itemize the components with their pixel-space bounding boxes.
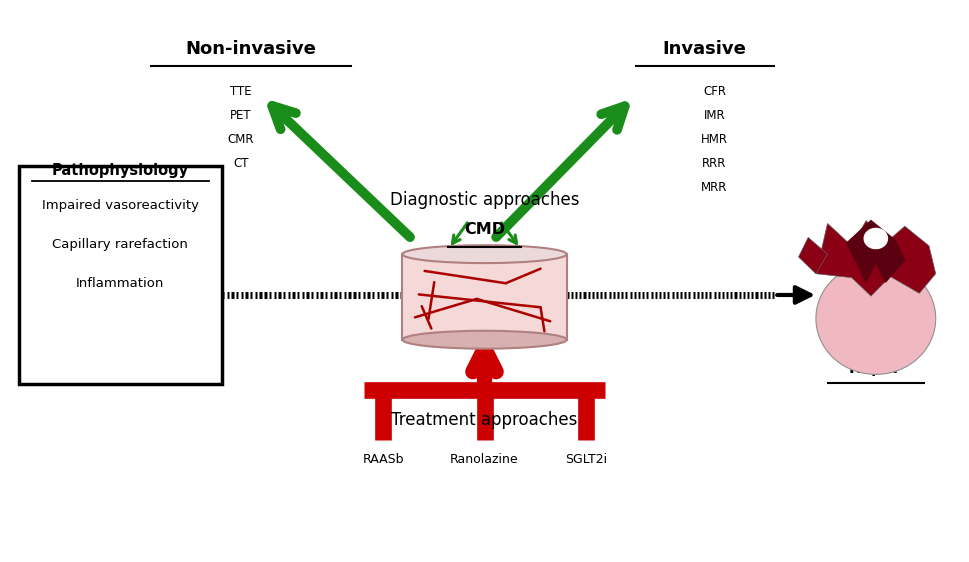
Text: IMR: IMR	[703, 110, 725, 123]
FancyBboxPatch shape	[18, 166, 222, 384]
Text: Capillary rarefaction: Capillary rarefaction	[52, 238, 188, 251]
Polygon shape	[847, 221, 905, 282]
Text: RRR: RRR	[703, 157, 727, 170]
Text: Non-invasive: Non-invasive	[185, 40, 316, 58]
Text: PET: PET	[231, 110, 252, 123]
Polygon shape	[798, 237, 828, 274]
Text: RAASb: RAASb	[362, 453, 404, 466]
Polygon shape	[816, 262, 936, 374]
Text: CMD: CMD	[464, 223, 505, 237]
Text: Pathophysiology: Pathophysiology	[51, 162, 189, 178]
Polygon shape	[816, 221, 936, 296]
Text: MRR: MRR	[702, 182, 728, 194]
Polygon shape	[864, 228, 888, 248]
Text: HMR: HMR	[701, 133, 728, 146]
Text: Diagnostic approaches: Diagnostic approaches	[390, 192, 579, 210]
Ellipse shape	[402, 331, 567, 348]
Ellipse shape	[402, 245, 567, 263]
Text: Impaired vasoreactivity: Impaired vasoreactivity	[42, 199, 199, 212]
Text: SGLT2i: SGLT2i	[565, 453, 607, 466]
Text: HFpEF: HFpEF	[849, 361, 903, 376]
Text: CMR: CMR	[228, 133, 254, 146]
Text: CT: CT	[234, 157, 249, 170]
Text: CFR: CFR	[703, 85, 726, 98]
Text: Ranolazine: Ranolazine	[451, 453, 518, 466]
Text: Inflammation: Inflammation	[76, 277, 165, 291]
Text: TTE: TTE	[231, 85, 252, 98]
Text: Invasive: Invasive	[663, 40, 747, 58]
Bar	[402, 254, 567, 339]
Text: Treatment approaches: Treatment approaches	[391, 411, 578, 429]
